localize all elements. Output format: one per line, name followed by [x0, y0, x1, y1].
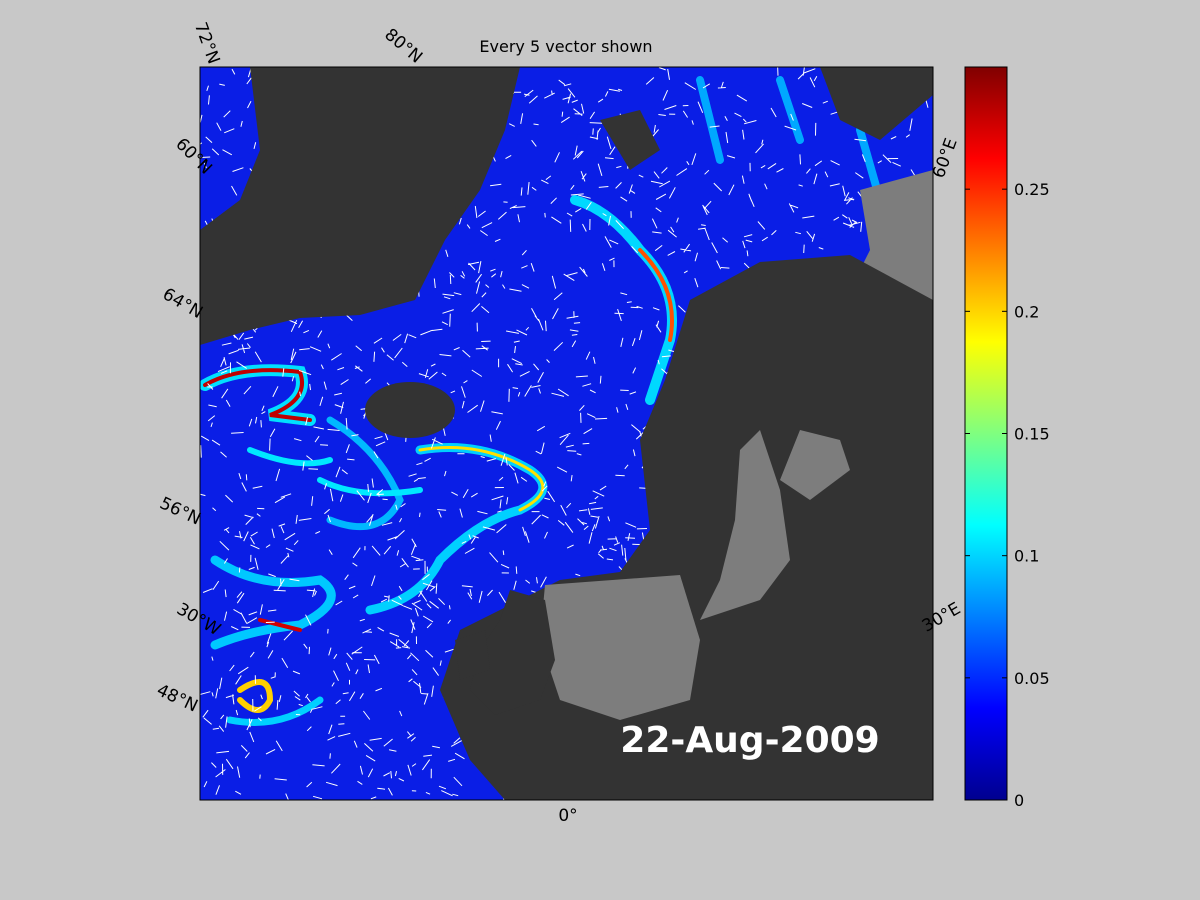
- land: [200, 67, 933, 800]
- current-streaks: [200, 76, 884, 726]
- colorbar-tick-label: 0.25: [1014, 180, 1050, 199]
- grid-label: 0°: [558, 806, 577, 826]
- novaya-zemlya: [820, 67, 933, 140]
- colorbar: [964, 66, 1008, 801]
- colorbar-tick-label: 0.1: [1014, 547, 1039, 566]
- colorbar-tick-label: 0.2: [1014, 302, 1039, 321]
- colorbar-ticks: 0 0.05 0.1 0.15 0.2 0.25: [965, 180, 1050, 810]
- map-frame: [199, 66, 934, 801]
- north-sea: [540, 575, 700, 720]
- baltic-sea: [700, 430, 790, 620]
- great-britain: [470, 590, 555, 715]
- colorbar-tick-label: 0: [1014, 791, 1024, 810]
- date-label: 22-Aug-2009: [620, 720, 879, 761]
- colorbar-tick-label: 0.15: [1014, 425, 1050, 444]
- ireland: [455, 630, 490, 680]
- svalbard: [600, 110, 660, 170]
- greenland: [200, 67, 520, 345]
- gulf-of-finland: [780, 430, 850, 500]
- map: [200, 67, 933, 800]
- map-title: Every 5 vector shown: [479, 37, 652, 56]
- iceland: [365, 382, 455, 438]
- colorbar-tick-label: 0.05: [1014, 669, 1050, 688]
